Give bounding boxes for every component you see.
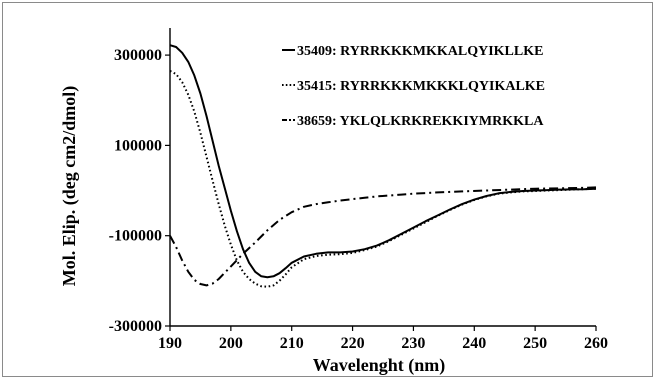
x-tick-label: 200 bbox=[219, 335, 243, 352]
x-tick-label: 230 bbox=[401, 335, 425, 352]
x-tick-label: 240 bbox=[462, 335, 486, 352]
series-layer bbox=[169, 44, 597, 288]
x-tick-label: 210 bbox=[280, 335, 304, 352]
y-tick-label: -300000 bbox=[109, 318, 162, 335]
series-line-3 bbox=[169, 186, 597, 287]
y-tick-label: -100000 bbox=[109, 228, 162, 245]
y-tick-label: 300000 bbox=[114, 47, 162, 64]
x-axis-title: Wavelenght (nm) bbox=[313, 355, 446, 376]
x-tick-label: 190 bbox=[158, 335, 182, 352]
x-tick-label: 220 bbox=[341, 335, 365, 352]
axes: 190 200 210 220 230 240 250 260 -300000 -100000 10… bbox=[109, 28, 608, 352]
legend-label-2: 35415: RYRRKKKMKKKLQYIKALKE bbox=[297, 79, 545, 94]
series-line-1 bbox=[169, 44, 597, 279]
legend-label-1: 35409: RYRRKKKMKKALQYIKLLKE bbox=[297, 44, 543, 59]
legend-label-3: 38659: YKLQLKRKREKKIYMRKKLA bbox=[297, 114, 544, 129]
legend: 35409: RYRRKKKMKKALQYIKLLKE 35415: RYRRKK… bbox=[282, 44, 545, 129]
series-line-2 bbox=[169, 70, 597, 288]
x-tick-label: 250 bbox=[523, 335, 547, 352]
y-axis-title: Mol. Elip. (deg cm2/dmol) bbox=[59, 86, 80, 287]
x-tick-label: 260 bbox=[584, 335, 608, 352]
y-tick-label: 100000 bbox=[114, 137, 162, 154]
